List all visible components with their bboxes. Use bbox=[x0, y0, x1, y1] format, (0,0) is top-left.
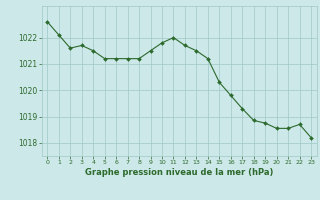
X-axis label: Graphe pression niveau de la mer (hPa): Graphe pression niveau de la mer (hPa) bbox=[85, 168, 273, 177]
